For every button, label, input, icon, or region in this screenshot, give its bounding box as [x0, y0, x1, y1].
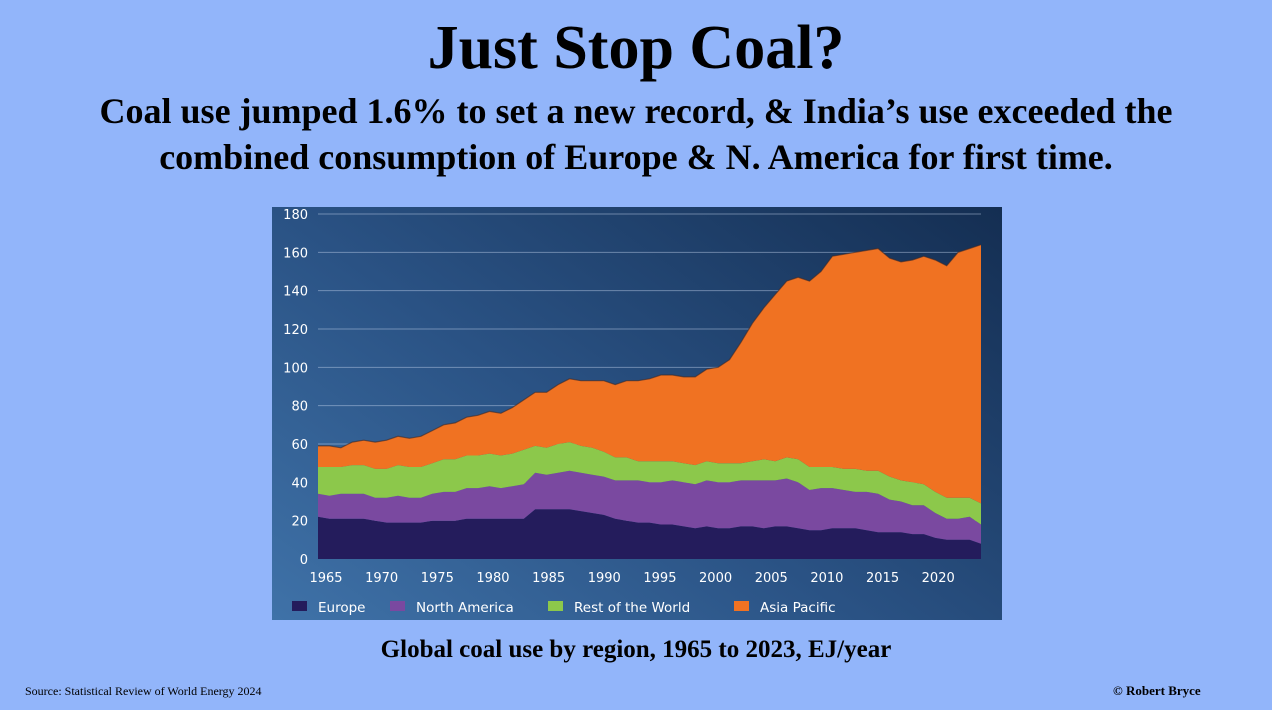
x-tick-label: 1970	[365, 571, 398, 586]
area-asia-pacific	[318, 244, 981, 504]
x-tick-label: 2010	[810, 571, 843, 586]
x-tick-label: 1985	[532, 571, 565, 586]
x-tick-label: 2000	[699, 571, 732, 586]
y-tick-label: 20	[291, 515, 308, 530]
x-tick-label: 1965	[309, 571, 342, 586]
legend-label: North America	[416, 600, 514, 616]
total-outline	[318, 244, 982, 449]
subtitle-line-1: Coal use jumped 1.6% to set a new record…	[99, 91, 1173, 131]
chart-caption: Global coal use by region, 1965 to 2023,…	[380, 636, 892, 663]
legend-swatch	[548, 601, 563, 611]
legend-swatch	[734, 601, 749, 611]
x-tick-label: 1990	[588, 571, 621, 586]
source-note: Source: Statistical Review of World Ener…	[25, 684, 262, 698]
area-north-america	[318, 470, 981, 544]
subtitle: Coal use jumped 1.6% to set a new record…	[0, 88, 1272, 180]
y-tick-label: 80	[291, 400, 308, 415]
legend-label: Asia Pacific	[760, 600, 836, 616]
x-tick-label: 2020	[922, 571, 955, 586]
page-title: Just Stop Coal?	[427, 14, 845, 82]
legend-swatch	[390, 601, 405, 611]
x-tick-label: 2015	[866, 571, 899, 586]
area-europe	[318, 509, 981, 559]
y-tick-label: 120	[283, 323, 308, 338]
stacked-area-chart: 0 20 40 60 80 100 120 140 160 180 1965 1970 1975 1980…	[283, 208, 982, 616]
area-rest-of-the-world	[318, 442, 981, 525]
subtitle-line-2: combined consumption of Europe & N. Amer…	[159, 137, 1113, 177]
x-tick-label: 1995	[643, 571, 676, 586]
chart-panel: 0 20 40 60 80 100 120 140 160 180 1965 1970 1975 1980…	[272, 207, 1002, 620]
y-tick-label: 100	[283, 361, 308, 376]
x-tick-label: 1975	[421, 571, 454, 586]
y-tick-label: 40	[291, 476, 308, 491]
legend-swatch	[292, 601, 307, 611]
legend-label: Europe	[318, 600, 365, 616]
y-tick-label: 140	[283, 285, 308, 300]
y-tick-label: 0	[300, 553, 308, 568]
credit: © Robert Bryce	[1113, 683, 1201, 698]
x-tick-label: 2005	[755, 571, 788, 586]
y-tick-label: 60	[291, 438, 308, 453]
x-tick-label: 1980	[476, 571, 509, 586]
y-tick-label: 160	[283, 246, 308, 261]
y-tick-label: 180	[283, 208, 308, 223]
legend-label: Rest of the World	[574, 600, 690, 616]
